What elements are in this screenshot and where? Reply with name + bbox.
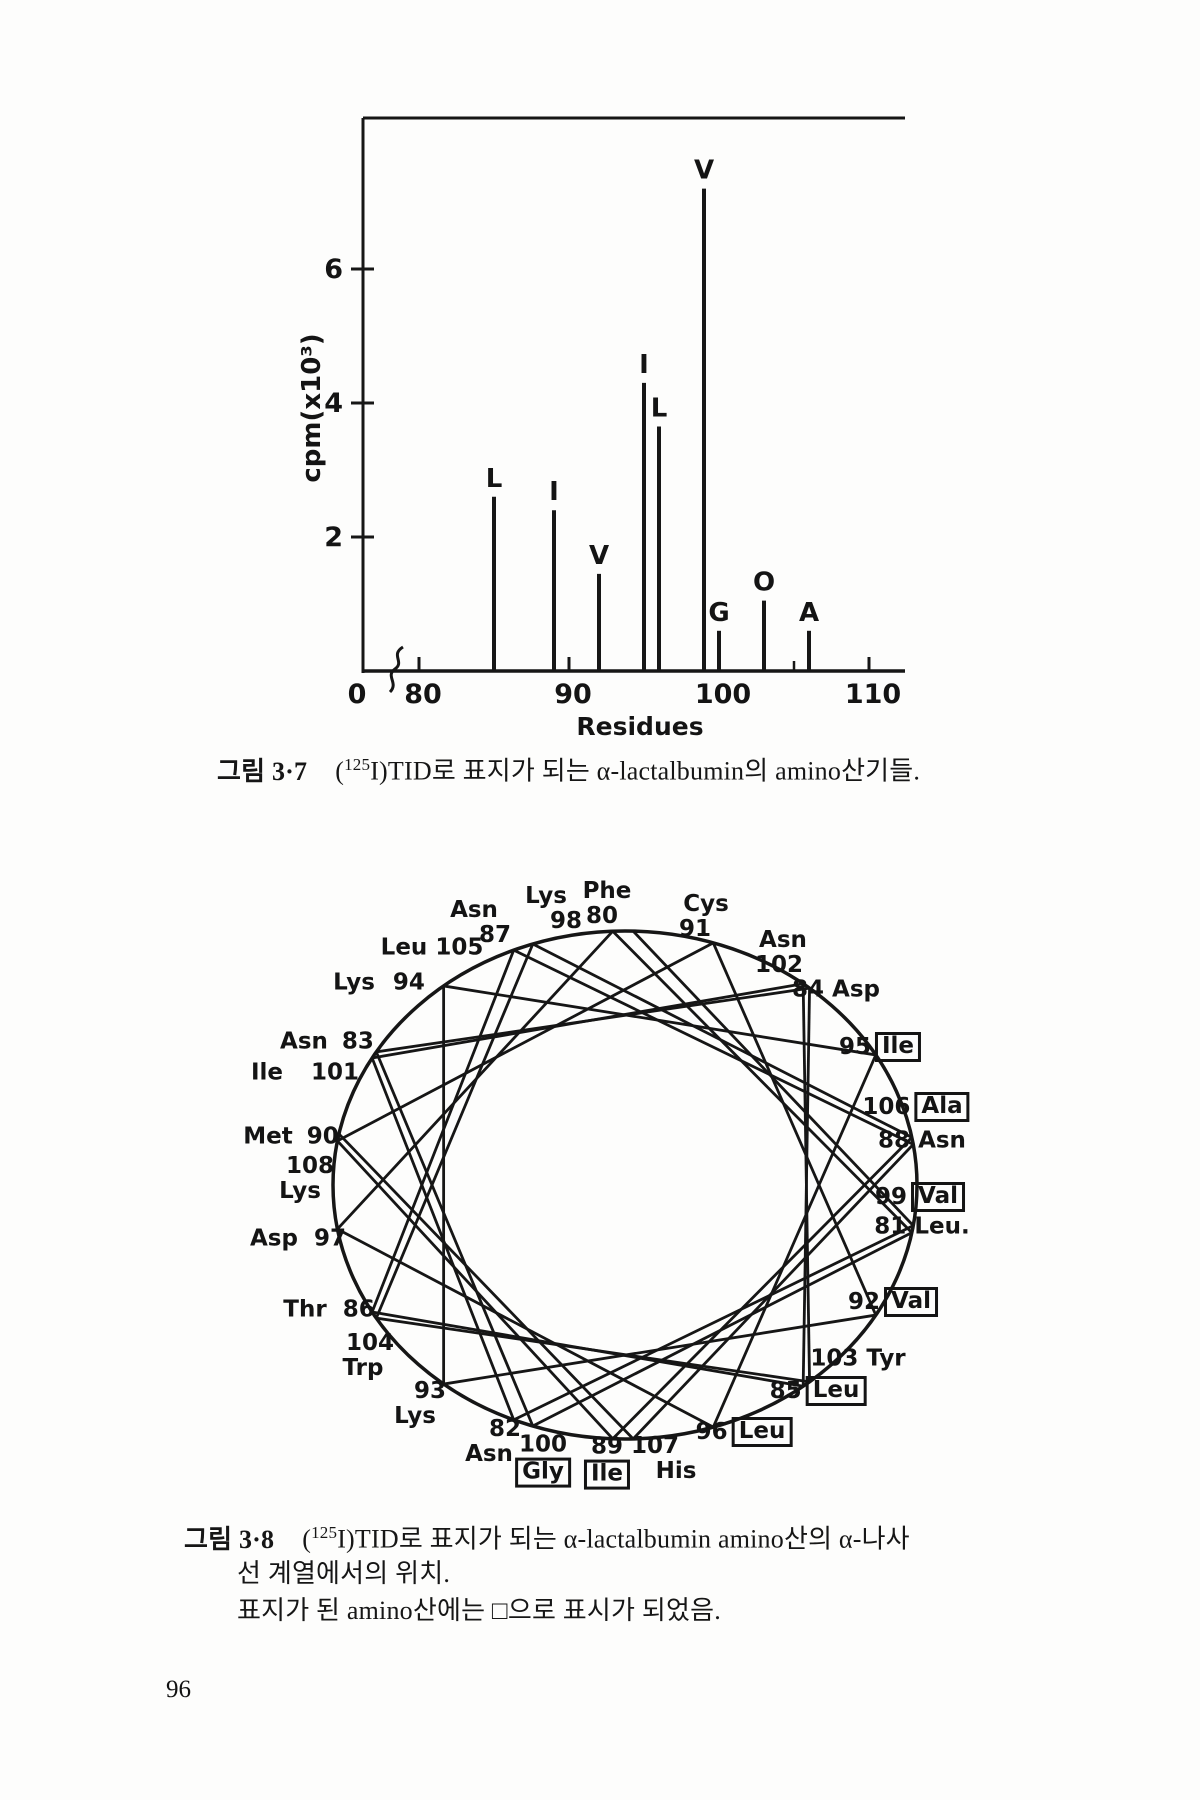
caption-38-bracket: (: [302, 1524, 312, 1554]
caption-38-line2: 선 계열에서의 위치.: [237, 1558, 451, 1588]
peak-label-100: G: [708, 598, 729, 628]
wheel-chord-86-87: [375, 943, 535, 1319]
figure-3-7-caption: 그림 3·7 (125I)TID로 표지가 되는 α-lactalbumin의 a…: [217, 748, 977, 789]
caption-38-text: I)TID로 표지가 되는 α-lactalbumin amino산의 α-나사: [337, 1524, 910, 1554]
x-tick-label: 80: [404, 679, 442, 710]
wheel-chord-81-82: [513, 1224, 914, 1422]
peak-label-92: V: [589, 541, 609, 571]
wheel-chord-101-102: [376, 986, 810, 1054]
caption-38-line3: 표지가 된 amino산에는 □으로 표시가 되었음.: [237, 1595, 721, 1625]
x-tick-label: 100: [695, 679, 751, 710]
caption-37-isotope: 125: [344, 755, 371, 774]
wheel-chord-99-100: [532, 1231, 913, 1428]
y-axis-label: cpm(x10³): [297, 333, 327, 482]
wheel-chord-105-106: [513, 948, 914, 1146]
axis-break-mark: [388, 645, 404, 694]
figure-3-8-caption: 그림 3·8 (125I)TID로 표지가 되는 α-lactalbumin am…: [184, 1516, 1064, 1628]
x-tick-label: 110: [845, 679, 901, 710]
figure-3-8-helical-wheel: [331, 929, 919, 1441]
figure-3-8-label: 그림 3·8: [184, 1524, 275, 1554]
x-axis-label: Residues: [576, 712, 703, 741]
peak-label-85: L: [486, 464, 503, 494]
x-tick-label: 90: [554, 679, 592, 710]
page-number: 96: [166, 1676, 191, 1703]
wheel-chord-95-96: [712, 1054, 878, 1428]
wheel-chord-97-98: [336, 930, 614, 1231]
caption-38-line1: 그림 3·8 (125I)TID로 표지가 되는 α-lactalbumin am…: [184, 1516, 1064, 1557]
wheel-chord-104-105: [370, 949, 516, 1313]
y-tick-label: 2: [324, 522, 343, 553]
peak-label-89: I: [549, 477, 559, 507]
wheel-chord-106-107: [632, 1143, 915, 1440]
caption-37-text: I)TID로 표지가 되는 α-lactalbumin의 amino산기들.: [370, 756, 921, 786]
wheel-chord-90-91: [336, 941, 714, 1143]
origin-label: 0: [348, 679, 367, 710]
peak-label-99: V: [694, 156, 714, 186]
wheel-circle: [331, 929, 919, 1441]
peak-label-95: I: [639, 350, 649, 380]
peak-label-103: O: [753, 568, 775, 598]
wheel-chord-91-92: [712, 942, 878, 1316]
wheel-chord-88-89: [611, 1136, 913, 1440]
peak-label-96: L: [651, 393, 668, 423]
wheel-chord-103-104: [371, 1310, 804, 1388]
caption-37-bracket: (: [335, 756, 345, 786]
y-tick-label: 6: [324, 254, 343, 285]
peak-label-106: A: [799, 598, 819, 628]
y-tick-label: 4: [324, 388, 343, 419]
caption-38-isotope: 125: [311, 1523, 338, 1542]
wheel-chord-100-101: [375, 1051, 535, 1427]
figure-3-7-label: 그림 3·7: [217, 756, 308, 786]
wheel-chord-107-108: [337, 1132, 635, 1440]
wheel-chord-98-99: [611, 930, 913, 1234]
wheel-chord-102-103: [801, 988, 811, 1387]
